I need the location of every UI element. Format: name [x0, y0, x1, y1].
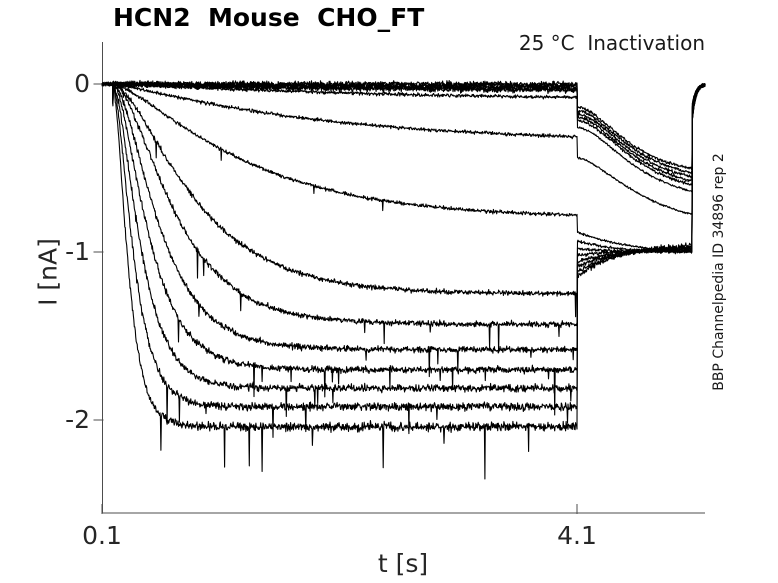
x-tick-label: 4.1: [557, 521, 597, 550]
current-trace: [101, 81, 706, 416]
current-trace: [101, 81, 706, 186]
current-trace: [101, 81, 706, 438]
current-trace: [101, 81, 706, 193]
current-trace: [101, 81, 706, 378]
current-trace: [101, 82, 706, 354]
channelpedia-watermark: BBP Channelpedia ID 34896 rep 2: [711, 153, 727, 391]
x-tick-label: 0.1: [82, 521, 122, 550]
current-trace: [101, 82, 706, 254]
x-axis-label: t [s]: [377, 549, 429, 578]
temperature-protocol-annotation: 25 °C Inactivation: [518, 31, 705, 55]
axes: [93, 42, 705, 514]
sweep-traces: [101, 79, 706, 480]
current-trace: [101, 81, 706, 480]
y-tick-label: 0: [74, 69, 90, 98]
chart-title: HCN2 Mouse CHO_FT: [113, 3, 425, 32]
y-tick-label: -2: [65, 405, 90, 434]
current-trace: [101, 81, 706, 318]
y-tick-label: -1: [65, 237, 90, 266]
current-trace: [101, 82, 706, 215]
